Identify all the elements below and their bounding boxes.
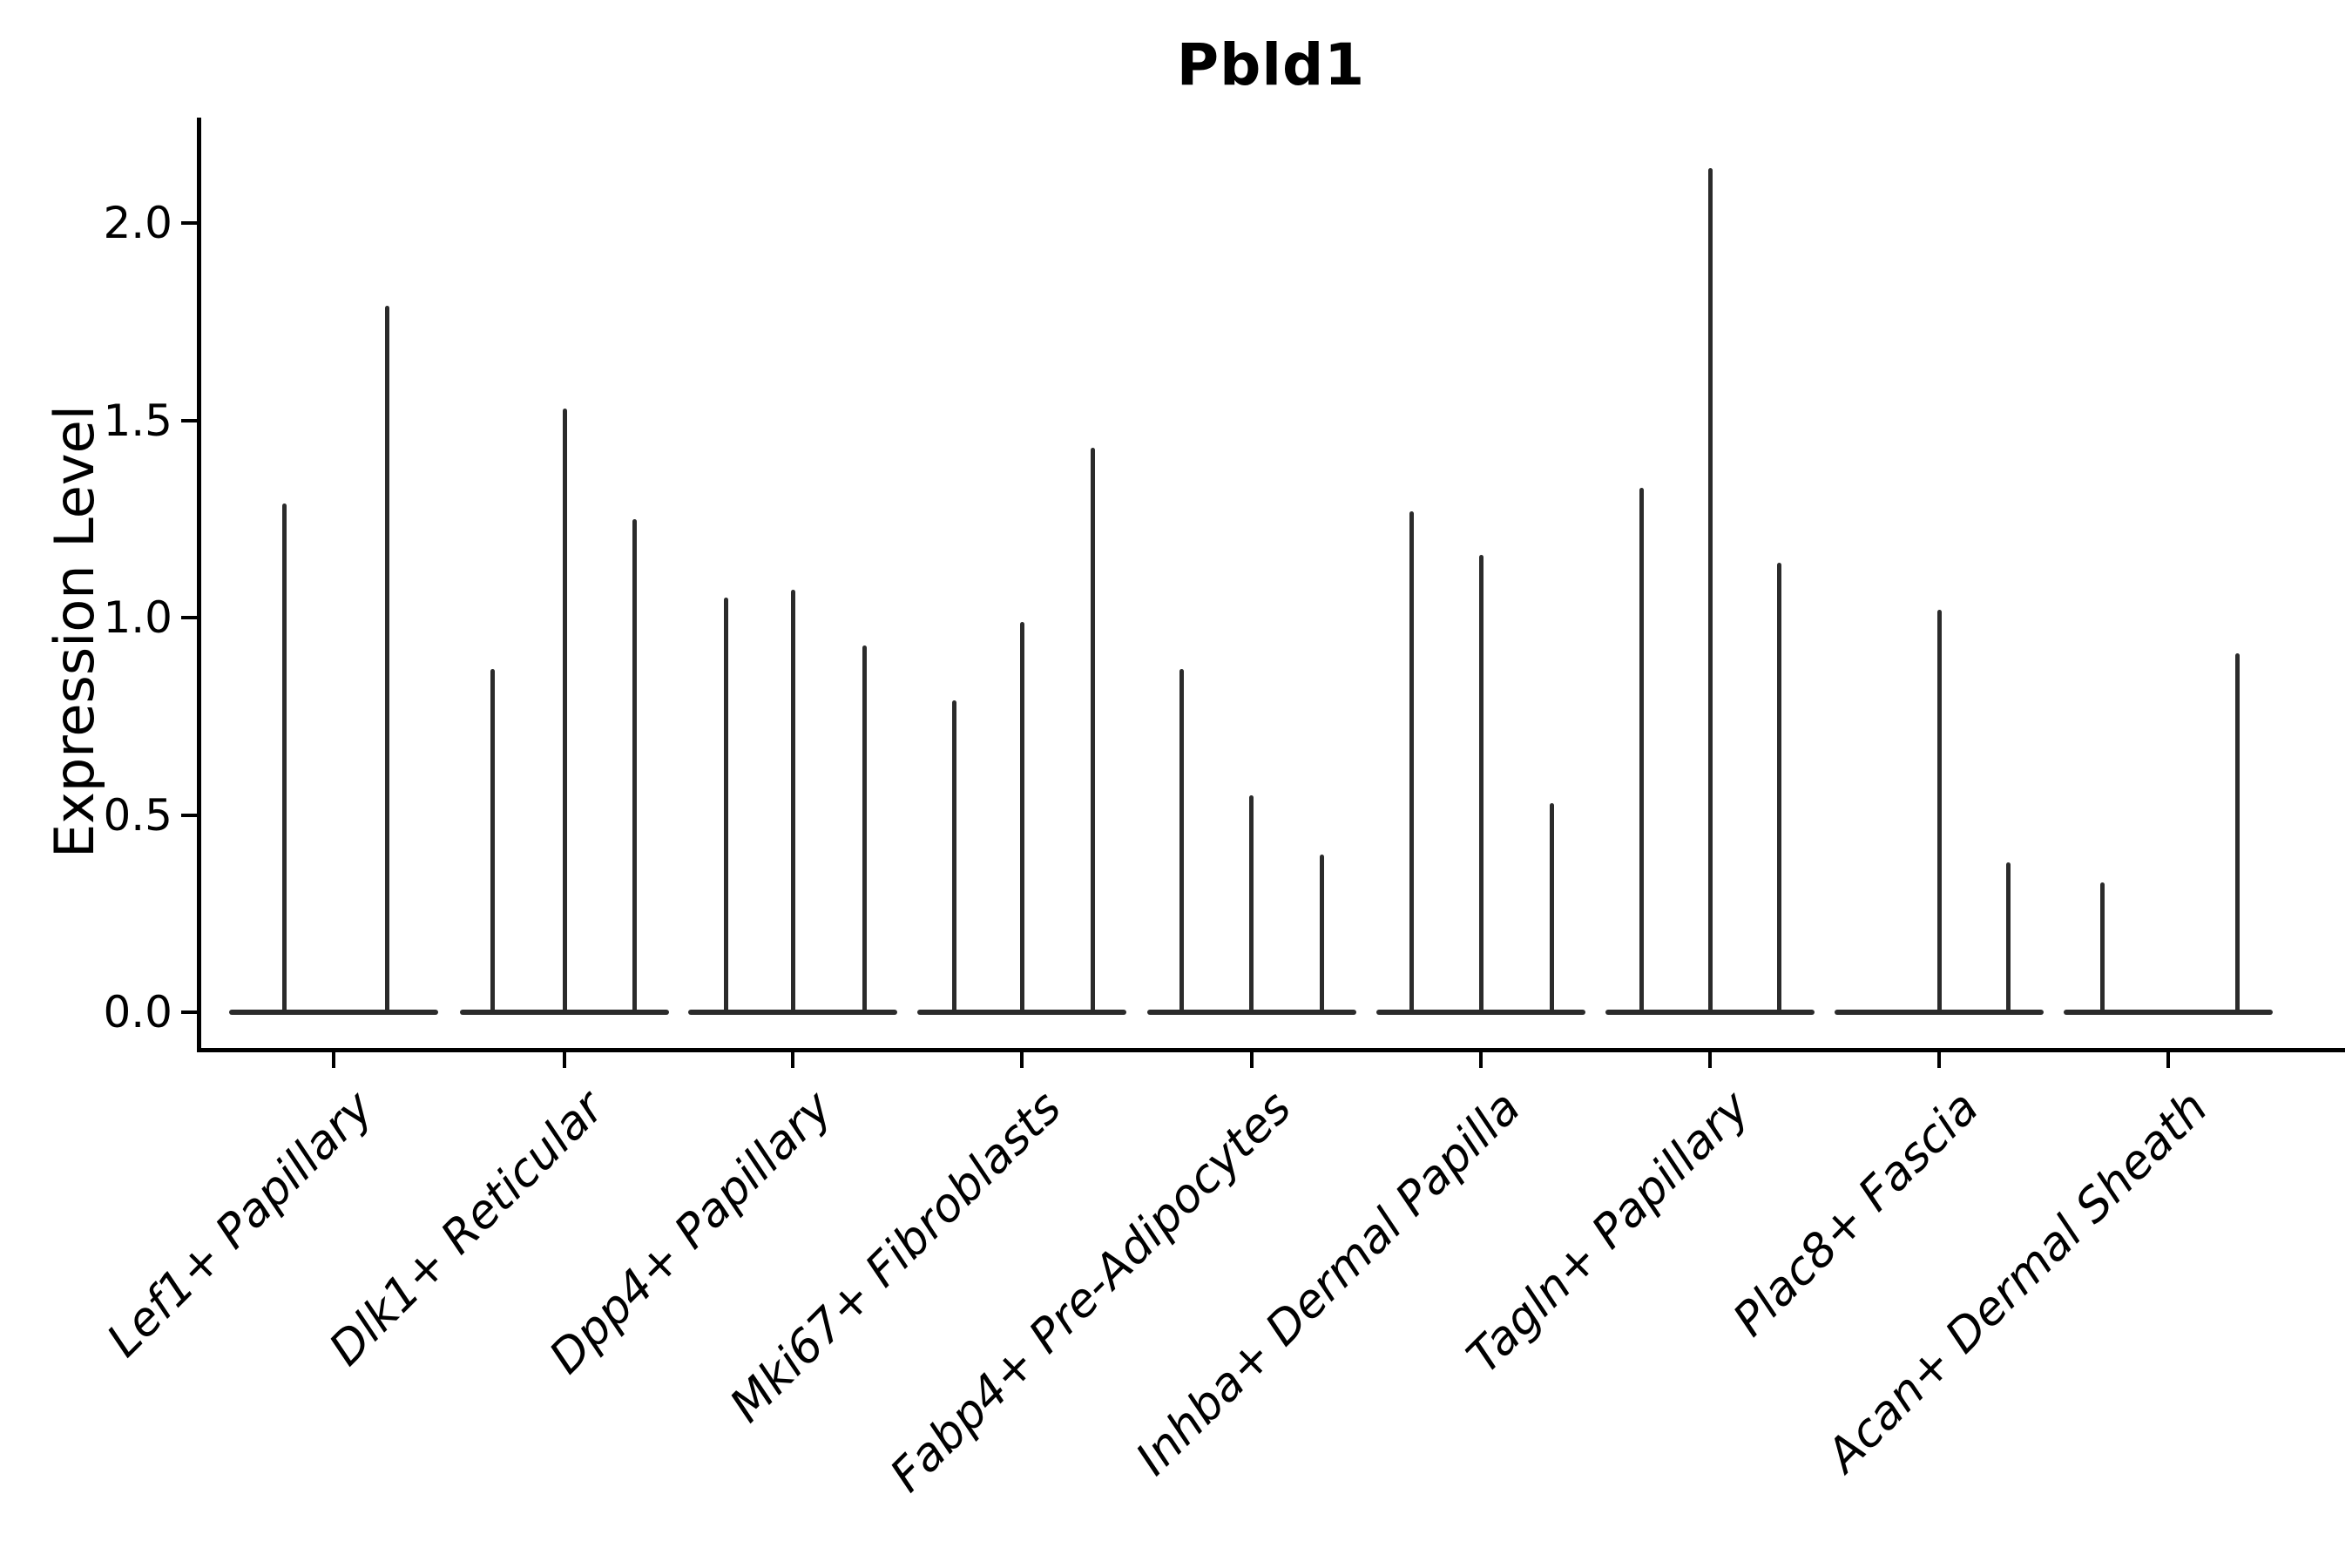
x-tick-mark bbox=[1479, 1052, 1483, 1068]
violin-base bbox=[688, 1010, 897, 1015]
y-tick-label: 0.0 bbox=[103, 987, 172, 1037]
x-axis-spine bbox=[197, 1048, 2345, 1052]
violin-needle bbox=[1248, 794, 1254, 1012]
violin-needle bbox=[1319, 854, 1324, 1012]
y-tick-mark bbox=[181, 1010, 197, 1014]
x-tick-mark bbox=[791, 1052, 794, 1068]
x-tick-mark bbox=[1250, 1052, 1254, 1068]
x-tick-mark bbox=[332, 1052, 335, 1068]
violin-base bbox=[1835, 1010, 2044, 1015]
violin-needle bbox=[1707, 167, 1713, 1012]
violin-base bbox=[2064, 1010, 2273, 1015]
violin-needle bbox=[1549, 802, 1554, 1012]
violin-base bbox=[229, 1010, 438, 1015]
x-tick-mark bbox=[563, 1052, 566, 1068]
violin-base bbox=[917, 1010, 1126, 1015]
violin-needle bbox=[862, 645, 867, 1012]
x-tick-mark bbox=[2166, 1052, 2170, 1068]
y-tick-mark bbox=[181, 616, 197, 619]
violin-base bbox=[1605, 1010, 1815, 1015]
violin-needle bbox=[281, 503, 287, 1012]
violin-needle bbox=[1409, 510, 1414, 1012]
violin-needle bbox=[951, 700, 956, 1012]
y-tick-mark bbox=[181, 813, 197, 817]
violin-needle bbox=[790, 590, 795, 1012]
violin-needle bbox=[632, 518, 637, 1012]
x-tick-mark bbox=[1020, 1052, 1024, 1068]
violin-needle bbox=[384, 306, 389, 1012]
y-axis-spine bbox=[197, 118, 201, 1052]
violin-needle bbox=[1478, 554, 1484, 1012]
violin-needle bbox=[2099, 882, 2105, 1012]
violin-base bbox=[1376, 1010, 1585, 1015]
violin-needle bbox=[1019, 621, 1024, 1012]
violin-base bbox=[1147, 1010, 1356, 1015]
violin-needle bbox=[562, 408, 567, 1012]
violin-base bbox=[460, 1010, 669, 1015]
violin-needle bbox=[1776, 562, 1781, 1012]
y-tick-mark bbox=[181, 221, 197, 225]
violin-needle bbox=[1090, 448, 1095, 1012]
violin-needle bbox=[2234, 652, 2240, 1012]
chart-title: Pbld1 bbox=[1176, 31, 1366, 98]
x-tick-mark bbox=[1708, 1052, 1712, 1068]
y-tick-label: 1.0 bbox=[103, 592, 172, 643]
y-tick-mark bbox=[181, 418, 197, 422]
x-tick-mark bbox=[1937, 1052, 1941, 1068]
y-tick-label: 2.0 bbox=[103, 198, 172, 248]
violin-needle bbox=[2005, 862, 2011, 1012]
y-tick-label: 1.5 bbox=[103, 395, 172, 446]
y-tick-label: 0.5 bbox=[103, 789, 172, 841]
violin-needle bbox=[490, 668, 495, 1012]
violin-needle bbox=[1936, 609, 1942, 1012]
violin-needle bbox=[723, 598, 728, 1012]
violin-needle bbox=[1639, 487, 1644, 1012]
violin-needle bbox=[1179, 668, 1184, 1012]
